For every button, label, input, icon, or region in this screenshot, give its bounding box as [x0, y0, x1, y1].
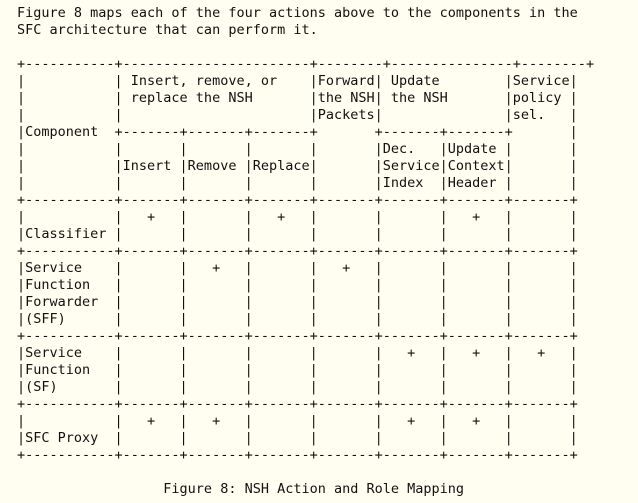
figure-caption: Figure 8: NSH Action and Role Mapping	[17, 481, 465, 497]
nsh-action-role-table: +-----------+-----------------------+---…	[17, 56, 595, 463]
intro-paragraph: Figure 8 maps each of the four actions a…	[17, 5, 578, 38]
